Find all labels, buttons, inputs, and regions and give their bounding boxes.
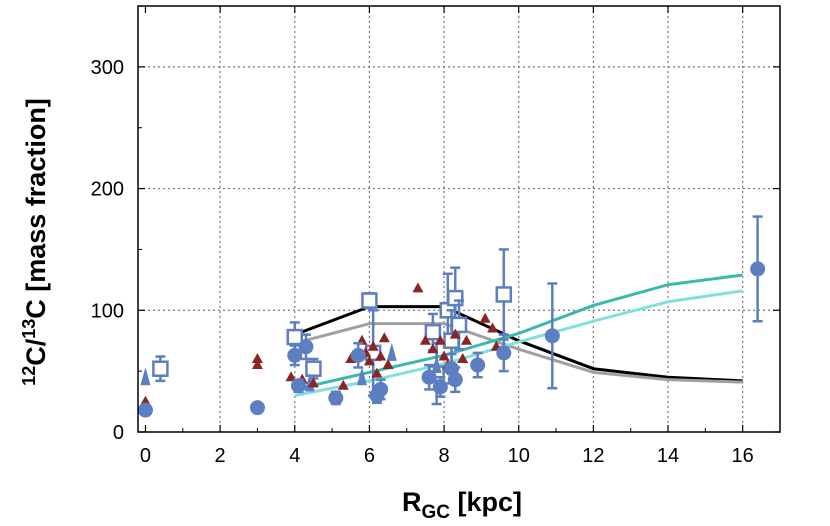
data-point-triangle	[251, 359, 263, 370]
data-point-triangle	[434, 334, 446, 345]
plot-frame	[137, 5, 781, 433]
data-point-square	[152, 360, 169, 377]
x-tick-label: 0	[140, 445, 151, 467]
data-point-square	[424, 323, 442, 341]
data-point-circle	[421, 369, 437, 385]
model-line-lightcyan	[294, 289, 743, 397]
x-tick-label: 6	[364, 445, 375, 467]
data-point-circle	[447, 372, 463, 388]
data-point-triangle	[139, 395, 151, 406]
data-points	[137, 215, 766, 418]
data-point-triangle	[449, 328, 461, 339]
data-point-triangle-blue	[431, 355, 442, 374]
y-tick-label: 200	[91, 179, 124, 201]
y-tick-label: 300	[91, 57, 124, 79]
x-tick-labels: 0 2 4 6 8 10 12 14 16	[140, 445, 754, 467]
data-point-circle	[328, 390, 344, 406]
y-axis-title: 12C/13C [mass fraction]	[19, 98, 51, 386]
data-point-circle	[249, 400, 265, 416]
data-point-triangle	[371, 367, 383, 378]
data-point-triangle	[460, 334, 472, 345]
data-point-triangle	[251, 352, 263, 363]
y-axis-title-part1: C/	[21, 338, 51, 365]
data-point-square	[286, 328, 304, 346]
data-point-triangle	[479, 312, 491, 323]
data-point-triangle	[427, 343, 439, 354]
x-axis-title-sub: GC	[421, 502, 450, 523]
x-tick-label: 14	[657, 445, 679, 467]
data-point-circle	[350, 347, 366, 363]
x-tick-label: 4	[289, 445, 300, 467]
x-tick-label: 12	[582, 445, 604, 467]
x-tick-label: 8	[439, 445, 450, 467]
data-point-square	[450, 316, 468, 334]
x-tick-label: 16	[732, 445, 754, 467]
data-point-circle	[287, 347, 303, 363]
data-point-circle	[432, 379, 448, 395]
data-point-triangle	[375, 350, 387, 361]
data-point-triangle	[337, 379, 349, 390]
data-point-circle	[291, 378, 306, 394]
data-point-circle	[750, 261, 766, 277]
data-point-circle	[544, 328, 560, 344]
data-point-square	[495, 286, 513, 303]
x-tick-label: 10	[508, 445, 530, 467]
data-point-triangle	[307, 377, 319, 388]
x-axis-title-main: R	[402, 487, 422, 517]
data-point-triangle	[419, 334, 431, 345]
data-point-triangle	[438, 350, 450, 361]
data-point-square	[361, 292, 378, 309]
y-axis-title-sup2: 13	[19, 319, 39, 339]
x-axis-title-unit: [kpc]	[450, 487, 522, 517]
data-point-triangle	[378, 332, 390, 343]
model-line-teal	[294, 273, 743, 391]
data-point-triangle	[487, 322, 499, 333]
data-point-circle	[298, 339, 314, 355]
data-point-triangle-blue	[386, 342, 397, 361]
data-point-square	[305, 360, 322, 377]
data-point-triangle	[382, 359, 394, 370]
data-point-triangle	[363, 355, 375, 366]
y-axis-title-part2: C [mass fraction]	[21, 98, 51, 319]
axis-ticks	[138, 6, 780, 433]
y-tick-label: 100	[91, 300, 124, 322]
y-axis-title-sup1: 12	[19, 366, 39, 386]
x-tick-label: 2	[215, 445, 226, 467]
data-point-triangle-blue	[140, 367, 151, 386]
y-tick-labels: 0 100 200 300	[91, 57, 124, 444]
data-point-circle	[470, 357, 486, 373]
data-point-circle	[496, 345, 512, 361]
data-point-circle	[373, 381, 389, 397]
x-axis-title: RGC [kpc]	[402, 487, 522, 523]
model-line-gray	[294, 322, 743, 384]
data-point-triangle	[457, 352, 469, 363]
data-point-triangle-blue	[356, 367, 367, 386]
data-point-triangle	[367, 340, 379, 351]
y-tick-label: 0	[113, 422, 124, 444]
data-point-triangle	[412, 282, 424, 293]
data-point-circle	[137, 402, 153, 418]
